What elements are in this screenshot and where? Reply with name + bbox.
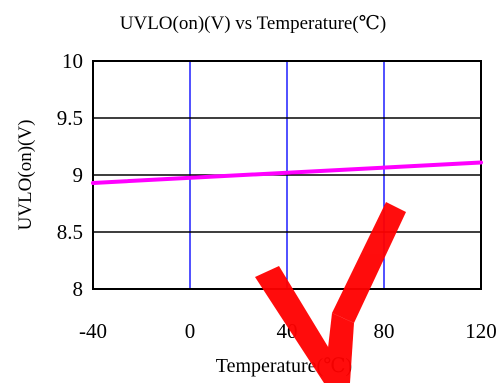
watermark-y-stroke-stem (324, 313, 354, 383)
y-tick-label: 9 (73, 163, 84, 187)
watermark-y-stroke-right (332, 202, 406, 323)
y-tick-label: 8.5 (57, 220, 83, 244)
x-tick-label: 120 (465, 319, 497, 343)
y-tick-label: 9.5 (57, 106, 83, 130)
y-axis-label: UVLO(on)(V) (15, 120, 36, 231)
y-tick-label: 10 (62, 49, 83, 73)
y-tick-label: 8 (73, 277, 84, 301)
x-tick-label: 0 (185, 319, 196, 343)
x-tick-label: -40 (79, 319, 107, 343)
series-group (91, 160, 483, 185)
series-line (91, 160, 483, 185)
y-tick-labels: 8 8.5 9 9.5 10 (57, 49, 83, 301)
horizontal-grid-lines (93, 117, 481, 233)
watermark-y-stroke-left (255, 266, 350, 383)
chart-title: UVLO(on)(V) vs Temperature(℃) (120, 13, 386, 34)
watermark-y-shape (255, 202, 406, 383)
x-tick-label: 80 (374, 319, 395, 343)
watermark-y (255, 202, 406, 383)
